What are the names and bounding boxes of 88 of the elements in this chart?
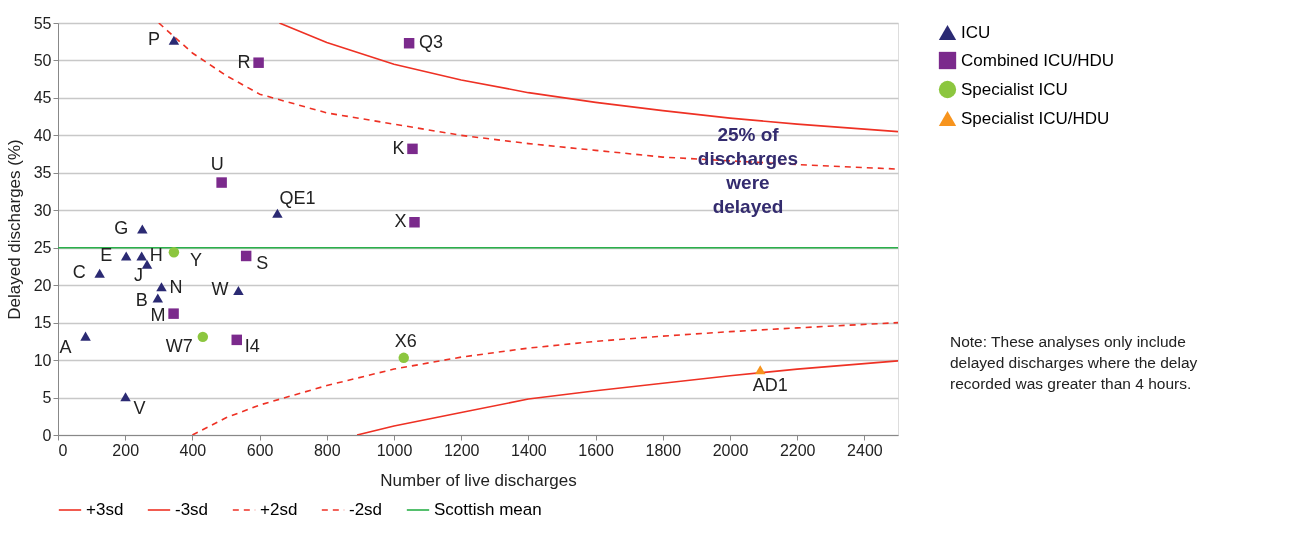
annotation: H bbox=[149, 244, 163, 265]
annotation: P bbox=[147, 29, 160, 50]
annotation: A bbox=[59, 337, 72, 358]
point bbox=[216, 177, 227, 188]
x-tick-label: 600 bbox=[246, 441, 274, 459]
legend-label: Combined ICU/HDU bbox=[961, 50, 1115, 70]
point bbox=[240, 250, 252, 262]
y-tick-label: 20 bbox=[33, 276, 52, 294]
annotation: W7 bbox=[165, 335, 193, 356]
annotation: X bbox=[394, 211, 407, 232]
point bbox=[136, 251, 147, 261]
point bbox=[94, 268, 105, 278]
x-tick-label: 800 bbox=[313, 441, 341, 459]
point bbox=[231, 334, 242, 346]
annotation: W bbox=[211, 279, 229, 300]
point bbox=[403, 37, 415, 49]
legend-label: Specialist ICU bbox=[961, 79, 1068, 99]
annotation: 25% of discharges were delayed bbox=[697, 124, 799, 217]
line-series bbox=[191, 321, 898, 435]
annotation: B bbox=[135, 289, 148, 310]
y-tick-label: 50 bbox=[33, 51, 52, 69]
point bbox=[137, 224, 148, 234]
x-tick-label: 2400 bbox=[847, 441, 883, 459]
annotation: X6 bbox=[394, 330, 417, 351]
x-tick-label: 2000 bbox=[712, 441, 749, 459]
point bbox=[409, 217, 420, 228]
point bbox=[168, 35, 180, 45]
line-series bbox=[356, 360, 898, 435]
y-tick-label: 30 bbox=[33, 201, 52, 219]
point bbox=[141, 259, 153, 269]
point bbox=[120, 251, 132, 261]
y-tick-label: 40 bbox=[33, 126, 52, 144]
annotation: Y bbox=[189, 250, 202, 271]
annotation: S bbox=[256, 252, 269, 273]
legend-label: +3sd bbox=[86, 500, 124, 519]
point bbox=[197, 331, 209, 343]
y-tick-label: 0 bbox=[42, 426, 52, 444]
point bbox=[80, 331, 91, 341]
x-tick-label: 200 bbox=[112, 441, 140, 459]
y-tick-label: 10 bbox=[33, 351, 52, 369]
point bbox=[253, 57, 264, 68]
point bbox=[407, 143, 418, 155]
point bbox=[233, 285, 244, 295]
y-tick-label: 15 bbox=[33, 314, 52, 332]
annotation: E bbox=[100, 244, 113, 265]
annotation: R bbox=[237, 51, 251, 72]
legend-label: ICU bbox=[961, 22, 991, 42]
text: Note: These analyses only include delayed discharges where the delay recorded was greater than 4 hours. bbox=[950, 333, 1198, 392]
legend-label: -3sd bbox=[175, 500, 209, 519]
annotation: AD1 bbox=[752, 374, 788, 395]
point bbox=[398, 352, 409, 364]
point bbox=[168, 308, 179, 319]
annotation: G bbox=[114, 218, 129, 238]
point bbox=[272, 208, 283, 218]
y-tick-label: 5 bbox=[42, 389, 52, 407]
y-tick-label: 45 bbox=[33, 89, 52, 107]
legend-label: Scottish mean bbox=[434, 500, 542, 519]
legend-label: Specialist ICU/HDU bbox=[961, 108, 1110, 128]
point bbox=[168, 246, 180, 258]
annotation: U bbox=[210, 153, 224, 174]
x-tick-label: 0 bbox=[58, 441, 68, 459]
annotation: QE1 bbox=[279, 188, 316, 209]
x-tick-label: 1400 bbox=[511, 441, 547, 459]
legend-label: -2sd bbox=[349, 500, 383, 519]
annotation: M bbox=[150, 304, 166, 325]
x-tick-label: 1600 bbox=[578, 441, 614, 459]
point bbox=[120, 392, 131, 402]
x-tick-label: 1200 bbox=[443, 441, 480, 459]
point bbox=[755, 365, 766, 375]
annotation: J bbox=[134, 265, 144, 286]
y-tick-label: 25 bbox=[33, 239, 52, 257]
y-tick-label: 55 bbox=[33, 14, 52, 32]
y-axis-title: Delayed discharges (%) bbox=[4, 139, 24, 320]
annotation: V bbox=[133, 397, 146, 418]
annotation: I4 bbox=[244, 335, 260, 356]
x-tick-label: 2200 bbox=[779, 441, 816, 459]
annotation: N bbox=[169, 276, 183, 297]
annotation: K bbox=[392, 137, 405, 158]
point bbox=[156, 282, 167, 292]
x-tick-label: 1800 bbox=[645, 441, 682, 459]
x-axis-title: Number of live discharges bbox=[380, 470, 577, 490]
annotation: C bbox=[72, 262, 86, 283]
x-tick-label: 1000 bbox=[376, 441, 413, 459]
y-tick-label: 35 bbox=[33, 164, 52, 182]
legend-label: +2sd bbox=[260, 500, 298, 519]
x-tick-label: 400 bbox=[179, 441, 207, 459]
annotation: Q3 bbox=[419, 32, 444, 53]
line-series bbox=[158, 23, 898, 170]
